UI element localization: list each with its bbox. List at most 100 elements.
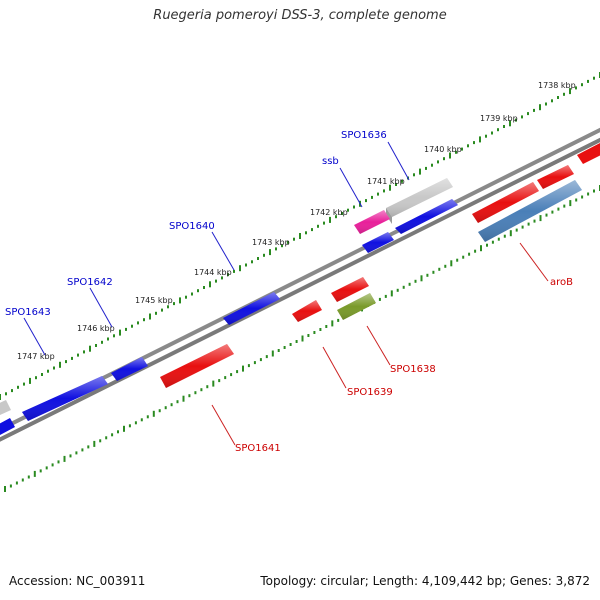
tick-minor [27, 475, 30, 479]
tick-minor [486, 243, 488, 247]
tick-minor [146, 415, 149, 419]
gene-spo1639[interactable] [292, 300, 322, 322]
tick-minor [15, 481, 18, 485]
tick-minor [293, 237, 295, 241]
gene-arob[interactable] [478, 180, 582, 242]
gene-spo1643[interactable] [22, 376, 108, 421]
gene-label-arob[interactable]: aroB [550, 277, 573, 288]
tick-minor [83, 350, 85, 354]
tick-minor [23, 382, 25, 386]
accession-value: NC_003911 [76, 574, 146, 588]
tick-minor [167, 305, 169, 309]
tick-major [63, 455, 66, 462]
tick-minor [113, 334, 115, 338]
gene-label-spo1636[interactable]: SPO1636 [341, 130, 387, 141]
tick-minor [117, 430, 119, 434]
tick-minor [253, 361, 256, 365]
tick-minor [497, 237, 500, 241]
gene-label-spo1638[interactable]: SPO1638 [390, 364, 436, 375]
tick-minor [432, 270, 435, 274]
map-title: Ruegeria pomeroyi DSS-3, complete genome [153, 8, 447, 23]
tick-minor [337, 318, 340, 322]
accession-info: Accession: NC_003911 [9, 574, 145, 588]
gene-partial-blue[interactable] [0, 418, 15, 435]
label-leaders [23, 141, 549, 446]
tick-minor [443, 157, 445, 161]
tick-minor [283, 346, 286, 349]
tick-minor [65, 360, 67, 364]
gene-label-spo1642[interactable]: SPO1642 [67, 277, 113, 288]
gene-ssb[interactable] [354, 210, 390, 234]
gene-red-c[interactable] [577, 143, 600, 164]
tick-major [239, 265, 241, 272]
tick-minor [473, 141, 475, 145]
tick-minor [265, 355, 268, 359]
gene-spo1641[interactable] [160, 344, 234, 388]
tick-minor [307, 334, 310, 337]
kbp-label: 1739 kbp [480, 114, 518, 123]
tick-major [29, 377, 31, 384]
tick-minor [317, 224, 319, 228]
tick-minor [105, 436, 108, 440]
tick-minor [575, 198, 578, 202]
tick-minor [21, 478, 24, 482]
gene-label-spo1643[interactable]: SPO1643 [5, 307, 51, 318]
gene-spo1636[interactable] [386, 178, 453, 224]
tick-major [480, 245, 482, 252]
tick-minor [224, 376, 227, 380]
tick-major [419, 168, 421, 175]
tick-minor [221, 276, 223, 280]
gene-spo1640[interactable] [223, 292, 280, 325]
gene-red-b[interactable] [537, 165, 574, 189]
gene-label-spo1641[interactable]: SPO1641 [235, 443, 281, 454]
tick-minor [305, 231, 307, 235]
tick-minor [155, 311, 157, 315]
tick-minor [587, 192, 590, 196]
tick-minor [462, 255, 465, 259]
tick-minor [281, 244, 283, 248]
gene-blue-2[interactable] [362, 232, 394, 253]
gene-spo1638[interactable] [337, 293, 376, 320]
gene-blue-1[interactable] [395, 199, 458, 234]
tick-minor [161, 308, 163, 312]
tick-minor [581, 83, 583, 87]
tick-minor [203, 286, 205, 289]
tick-minor [563, 204, 566, 208]
gene-red-a[interactable] [472, 182, 539, 223]
tick-minor [95, 344, 97, 347]
reverse-genes [160, 143, 600, 388]
tick-minor [521, 225, 524, 229]
tick-major [123, 425, 125, 432]
tick-minor [77, 353, 79, 357]
leader-spo1641 [211, 404, 236, 446]
gene-label-ssb[interactable]: ssb [322, 156, 339, 167]
tick-minor [263, 253, 265, 257]
tick-minor [101, 340, 103, 344]
gene-label-spo1640[interactable]: SPO1640 [169, 221, 215, 232]
tick-minor [533, 219, 536, 223]
tick-minor [287, 240, 289, 244]
tick-minor [413, 173, 415, 177]
tick-major [539, 104, 541, 111]
tick-minor [468, 252, 471, 256]
tick-minor [325, 325, 328, 328]
tick-minor [218, 379, 221, 383]
tick-minor [414, 279, 417, 283]
tick-minor [295, 340, 298, 343]
tick-minor [5, 392, 7, 396]
tick-minor [485, 134, 487, 138]
gene-red-d[interactable] [331, 277, 369, 302]
tick-minor [437, 160, 439, 164]
tick-minor [377, 192, 379, 196]
gene-label-spo1639[interactable]: SPO1639 [347, 387, 393, 398]
tick-minor [438, 267, 441, 271]
tick-major [89, 345, 91, 352]
gene-spo1642[interactable] [111, 357, 148, 381]
tick-major [509, 230, 512, 237]
tick-minor [557, 96, 559, 99]
gene-partial-grey[interactable] [0, 400, 11, 415]
tick-major [271, 350, 274, 357]
tick-minor [251, 260, 253, 264]
tick-minor [323, 221, 325, 225]
tick-minor [275, 247, 277, 251]
